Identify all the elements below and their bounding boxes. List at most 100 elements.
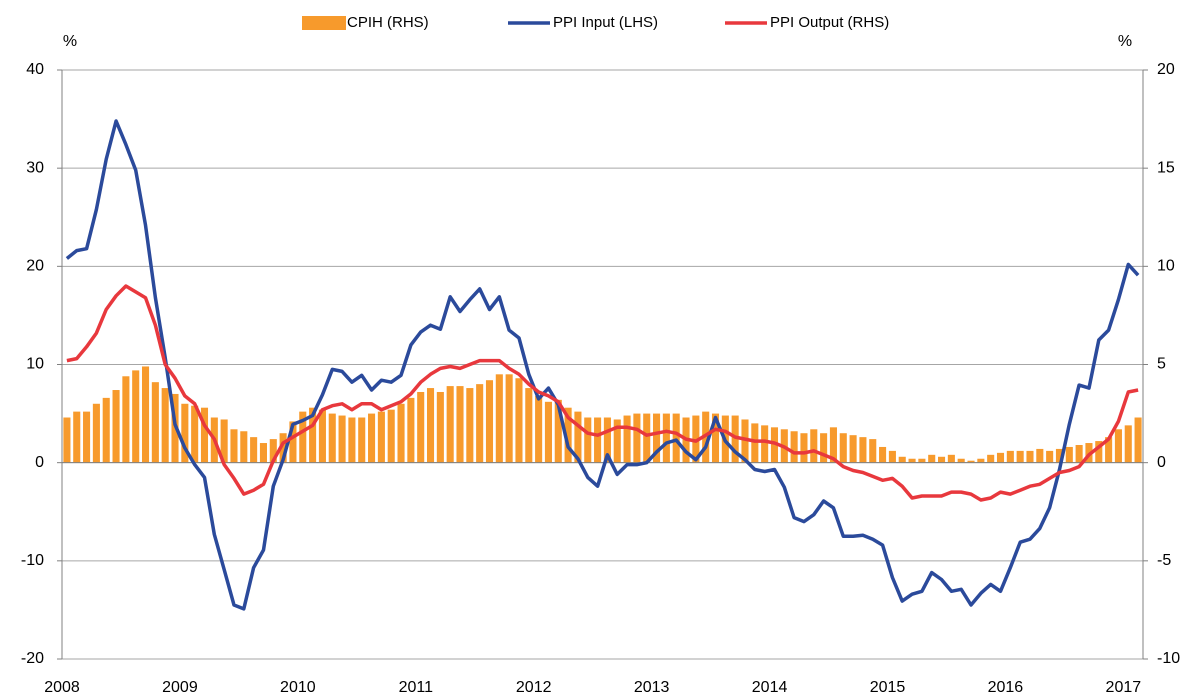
bar — [466, 388, 474, 463]
bar — [957, 458, 965, 463]
y-tick-label: 20 — [26, 258, 44, 275]
bar — [643, 413, 651, 463]
x-tick-label: 2010 — [280, 679, 316, 696]
bar — [623, 415, 631, 463]
bar — [810, 429, 818, 463]
bar — [1065, 446, 1073, 463]
bar — [1026, 450, 1034, 463]
bar — [554, 399, 562, 463]
x-tick-label: 2009 — [162, 679, 198, 696]
bar — [318, 409, 326, 463]
bar — [918, 458, 926, 463]
bar — [839, 433, 847, 463]
bar — [1046, 450, 1054, 463]
bar — [859, 437, 867, 463]
bar — [1055, 448, 1064, 463]
bar — [505, 374, 513, 463]
bar — [633, 413, 641, 463]
bar — [397, 403, 405, 463]
bar — [141, 366, 150, 463]
bar — [83, 411, 91, 463]
legend-label: PPI Output (RHS) — [770, 14, 889, 31]
legend: CPIH (RHS) PPI Input (LHS) PPI Output (RHS… — [302, 14, 889, 31]
bar — [751, 423, 759, 463]
x-tick-label: 2017 — [1106, 679, 1142, 696]
bar — [220, 419, 228, 463]
line — [66, 284, 1139, 502]
bar — [731, 415, 739, 463]
y2-tick-label: 0 — [1157, 454, 1166, 471]
bar — [279, 433, 287, 463]
bar — [1114, 429, 1122, 463]
bar — [584, 417, 592, 463]
x-tick-label: 2015 — [870, 679, 906, 696]
bar — [485, 380, 494, 463]
y-tick-label: 30 — [26, 159, 44, 176]
bar — [1036, 448, 1044, 463]
y-tick-label: -10 — [21, 552, 44, 569]
bar — [92, 403, 100, 463]
bar — [564, 407, 572, 463]
bar — [662, 413, 670, 463]
bar — [368, 413, 376, 463]
bar — [928, 454, 936, 463]
y2-unit: % — [1118, 33, 1132, 50]
bar — [967, 460, 975, 463]
bar — [112, 390, 120, 463]
bar — [741, 419, 749, 463]
bar — [407, 397, 415, 463]
bar — [711, 413, 720, 463]
bar — [800, 433, 808, 463]
bar — [250, 437, 258, 463]
bar — [515, 378, 523, 463]
bar — [102, 397, 110, 463]
bar — [594, 417, 602, 463]
x-tick-label: 2013 — [634, 679, 670, 696]
bar — [161, 388, 169, 463]
bar — [938, 456, 946, 463]
y-tick-label: -20 — [21, 650, 44, 667]
bar — [63, 417, 71, 463]
bar — [672, 413, 680, 463]
y-unit: % — [63, 33, 77, 50]
bar — [73, 411, 81, 463]
line — [65, 119, 1140, 611]
x-tick-label: 2014 — [752, 679, 788, 696]
bar — [888, 450, 896, 463]
bar — [495, 374, 503, 463]
bar — [947, 454, 955, 463]
bar — [829, 427, 837, 463]
bar — [200, 407, 209, 463]
bar — [820, 433, 828, 463]
bar — [122, 376, 130, 463]
bar — [358, 417, 366, 463]
bar — [544, 401, 552, 463]
bar — [987, 454, 995, 463]
bar — [603, 417, 611, 463]
y2-tick-label: 20 — [1157, 61, 1175, 78]
bar — [849, 435, 857, 463]
bar — [476, 384, 484, 463]
y-tick-label: 40 — [26, 61, 44, 78]
bar — [1134, 417, 1142, 463]
y2-tick-label: -10 — [1157, 650, 1180, 667]
bar — [869, 439, 877, 463]
legend-swatch — [302, 16, 346, 30]
bar — [348, 417, 356, 463]
bar — [525, 388, 533, 463]
bar — [653, 413, 661, 463]
bar — [1124, 425, 1132, 463]
bar — [387, 409, 395, 463]
bar — [377, 411, 385, 463]
bar — [1105, 437, 1113, 463]
x-tick-label: 2008 — [44, 679, 80, 696]
bar — [790, 431, 798, 463]
bar — [240, 431, 248, 463]
legend-label: CPIH (RHS) — [347, 14, 429, 31]
bar — [1095, 441, 1103, 463]
bar — [761, 425, 769, 463]
bar — [299, 411, 307, 463]
legend-label: PPI Input (LHS) — [553, 14, 658, 31]
bar — [1006, 450, 1014, 463]
